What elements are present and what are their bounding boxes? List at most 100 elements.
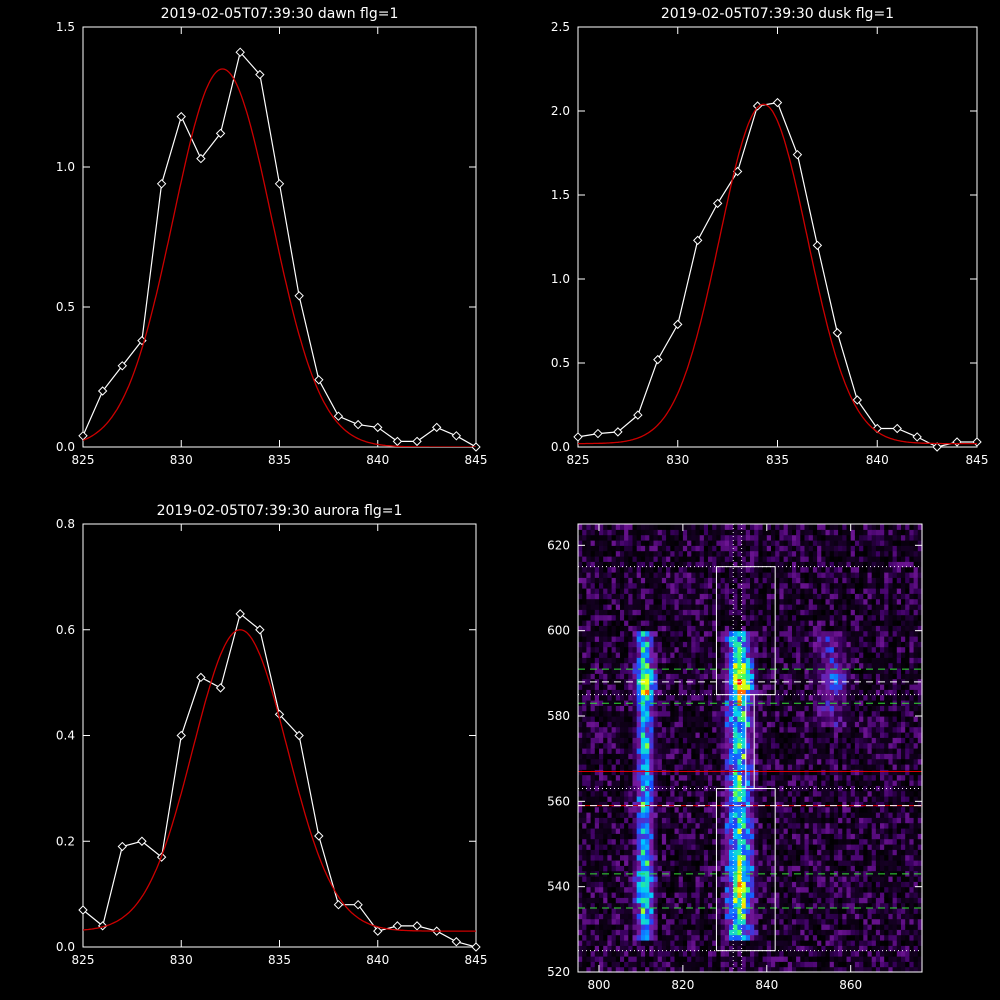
heatmap-cell: [628, 758, 634, 765]
data-point-marker: [633, 410, 643, 420]
heatmap-cell: [586, 609, 592, 616]
heatmap-cell: [783, 609, 789, 616]
heatmap-cell: [620, 913, 625, 920]
heatmap-cell: [720, 897, 726, 904]
heatmap-cell: [699, 961, 705, 968]
heatmap-cell: [624, 630, 629, 637]
heatmap-cell: [636, 918, 642, 925]
heatmap-cell: [636, 758, 642, 765]
heatmap-cell: [586, 673, 592, 680]
heatmap-cell: [796, 806, 801, 813]
heatmap-cell: [678, 598, 684, 605]
heatmap-cell: [594, 620, 600, 626]
heatmap-cell: [620, 780, 625, 786]
heatmap-cell: [624, 636, 629, 642]
heatmap-cell: [599, 924, 604, 930]
heatmap-cell: [758, 844, 764, 850]
heatmap-cell: [695, 940, 701, 946]
heatmap-cell: [712, 940, 717, 946]
heatmap-cell: [804, 524, 810, 530]
heatmap-cell: [741, 966, 747, 973]
heatmap-cell: [590, 769, 596, 776]
heatmap-cell: [649, 721, 655, 728]
heatmap-cell: [808, 785, 814, 792]
heatmap-cell: [695, 620, 701, 626]
heatmap-cell: [640, 572, 646, 578]
heatmap-cell: [779, 625, 785, 632]
heatmap-cell: [624, 924, 629, 930]
heatmap-cell: [661, 550, 667, 557]
heatmap-cell: [808, 801, 814, 808]
heatmap-cell: [670, 918, 676, 925]
heatmap-cell: [691, 561, 697, 568]
heatmap-cell: [804, 641, 810, 648]
heatmap-cell: [628, 545, 634, 552]
heatmap-cell: [615, 918, 621, 925]
heatmap-cell: [712, 796, 717, 802]
heatmap-cell: [762, 758, 768, 765]
heatmap-cell: [590, 961, 596, 968]
heatmap-cell: [792, 620, 797, 626]
heatmap-cell: [699, 758, 705, 765]
heatmap-cell: [800, 913, 806, 920]
heatmap-cell: [661, 924, 667, 930]
heatmap-cell: [808, 609, 814, 616]
heatmap-cell: [678, 854, 684, 861]
heatmap-cell: [724, 566, 730, 573]
heatmap-cell: [808, 892, 814, 898]
heatmap-cell: [708, 774, 713, 781]
heatmap-cell: [703, 726, 709, 733]
heatmap-cell: [599, 668, 604, 674]
heatmap-cell: [674, 902, 680, 909]
heatmap-cell: [708, 582, 713, 589]
heatmap-cell: [812, 620, 818, 626]
heatmap-cell: [578, 790, 583, 797]
heatmap-cell: [695, 646, 701, 653]
heatmap-cell: [733, 609, 738, 616]
heatmap-cell: [599, 913, 604, 920]
heatmap-cell: [716, 886, 722, 893]
heatmap-cell: [586, 940, 592, 946]
heatmap-cell: [640, 604, 646, 610]
heatmap-cell: [590, 588, 596, 594]
heatmap-cell: [762, 689, 768, 696]
heatmap-cell: [783, 929, 789, 936]
heatmap-cell: [632, 806, 638, 813]
heatmap-cell: [657, 721, 663, 728]
heatmap-cell: [628, 908, 634, 914]
heatmap-cell: [670, 785, 676, 792]
heatmap-cell: [724, 684, 730, 690]
heatmap-cell: [762, 833, 768, 840]
heatmap-cell: [724, 892, 730, 898]
heatmap-cell: [716, 609, 722, 616]
heatmap-cell: [657, 764, 663, 770]
heatmap-cell: [615, 897, 621, 904]
heatmap-cell: [775, 721, 780, 728]
heatmap-cell: [653, 668, 659, 674]
heatmap-cell: [779, 924, 785, 930]
heatmap-cell: [649, 812, 655, 818]
heatmap-cell: [586, 716, 592, 722]
heatmap-cell: [775, 710, 780, 717]
heatmap-cell: [741, 636, 747, 642]
heatmap-cell: [750, 924, 755, 930]
heatmap-cell: [754, 732, 759, 738]
heatmap-cell: [687, 828, 692, 834]
heatmap-cell: [787, 881, 793, 888]
heatmap-cell: [695, 764, 701, 770]
heatmap-cell: [745, 790, 751, 797]
heatmap-cell: [745, 881, 751, 888]
heatmap-cell: [771, 796, 776, 802]
heatmap-cell: [607, 572, 613, 578]
heatmap-cell: [678, 572, 684, 578]
heatmap-cell: [712, 753, 717, 760]
heatmap-cell: [808, 908, 814, 914]
heatmap-cell: [687, 801, 692, 808]
heatmap-cell: [661, 945, 667, 952]
heatmap-cell: [632, 892, 638, 898]
heatmap-cell: [703, 614, 709, 621]
heatmap-cell: [796, 737, 801, 744]
heatmap-cell: [733, 833, 738, 840]
heatmap-cell: [729, 742, 734, 749]
heatmap-cell: [750, 673, 755, 680]
